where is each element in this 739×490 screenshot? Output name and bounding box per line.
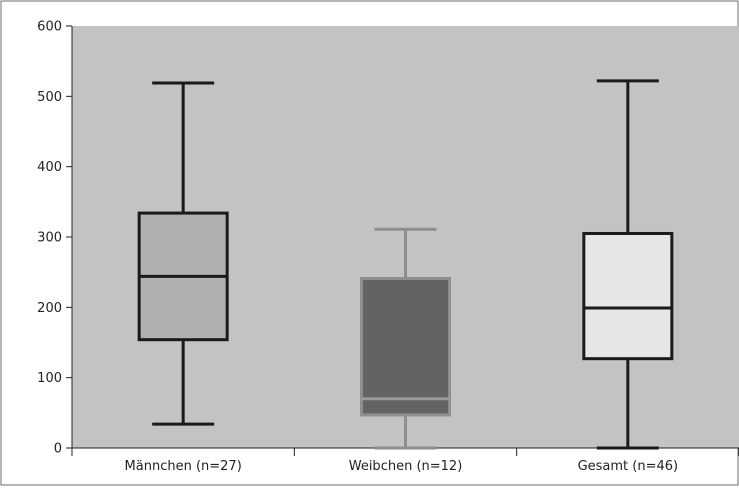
boxes-layer — [137, 79, 674, 450]
x-tick-label: Weibchen (n=12) — [349, 459, 463, 474]
y-tick-label: 200 — [37, 301, 62, 316]
iqr-box — [360, 276, 451, 417]
y-tick-label: 0 — [54, 442, 62, 457]
x-tick-label: Männchen (n=27) — [125, 459, 242, 474]
box-group — [582, 79, 674, 450]
y-tick-label: 600 — [37, 20, 62, 35]
iqr-box — [582, 231, 674, 361]
y-tick-label: 300 — [37, 231, 62, 246]
y-tick-label: 500 — [37, 90, 62, 105]
box-group — [360, 227, 451, 450]
box-group — [137, 81, 229, 426]
y-tick-label: 100 — [37, 371, 62, 386]
axes-layer: 0 100 200 300 400 500 600 Männchen (n=27) Weibch… — [37, 20, 739, 474]
x-tick-label: Gesamt (n=46) — [578, 459, 679, 474]
y-tick-label: 400 — [37, 160, 62, 175]
